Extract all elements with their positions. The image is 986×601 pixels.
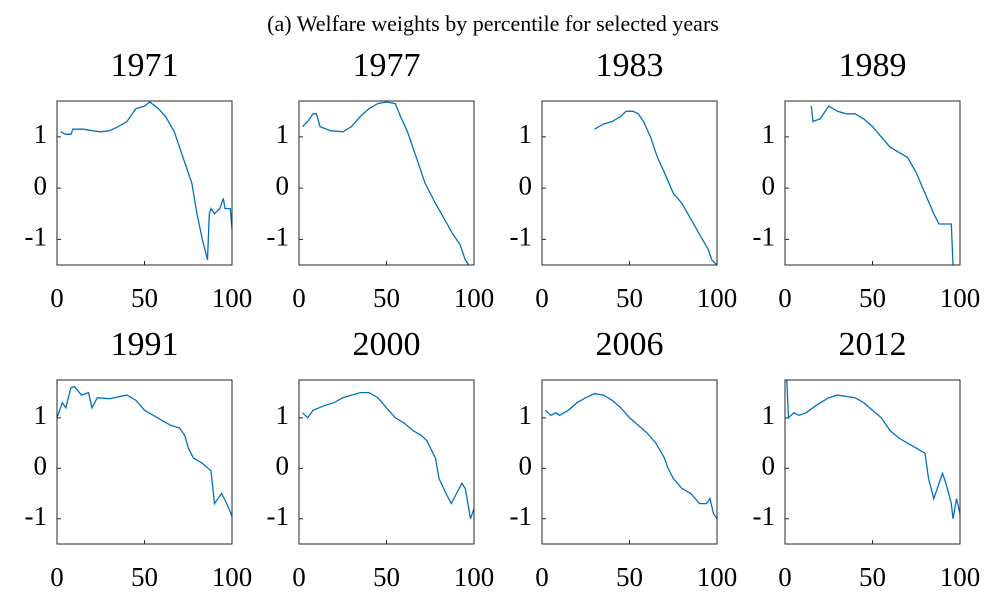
x-tick-label: 50	[131, 283, 158, 313]
plot-frame	[298, 100, 475, 266]
y-tick-label: 1	[519, 119, 533, 149]
y-tick-label: 0	[276, 451, 290, 481]
y-tick-label: 0	[519, 170, 533, 200]
plot-frame	[784, 379, 961, 545]
x-tick-label: 50	[859, 562, 886, 592]
data-line	[810, 105, 954, 266]
data-line	[302, 391, 475, 520]
x-tick-label: 50	[373, 562, 400, 592]
x-tick-label: 0	[50, 283, 64, 313]
figure-title: (a) Welfare weights by percentile for se…	[267, 11, 719, 36]
x-tick-label: 0	[50, 562, 64, 592]
x-tick-label: 50	[859, 283, 886, 313]
y-tick-label: -1	[267, 222, 290, 252]
y-tick-label: -1	[510, 222, 533, 252]
x-tick-label: 100	[940, 283, 981, 313]
x-tick-label: 50	[616, 283, 643, 313]
y-tick-label: 0	[762, 170, 776, 200]
plot-frame	[298, 379, 475, 545]
plot-frame	[784, 100, 961, 266]
y-tick-label: -1	[25, 501, 48, 531]
subplot-title: 1983	[596, 47, 664, 84]
x-tick-label: 0	[292, 283, 306, 313]
x-tick-label: 0	[778, 562, 792, 592]
x-tick-label: 100	[940, 562, 981, 592]
y-tick-label: -1	[267, 501, 290, 531]
data-line	[56, 385, 233, 517]
y-tick-label: 1	[519, 400, 533, 430]
y-tick-label: -1	[753, 501, 776, 531]
data-line	[302, 101, 470, 266]
x-tick-label: 100	[212, 562, 253, 592]
x-tick-label: 100	[697, 562, 738, 592]
x-tick-label: 100	[454, 562, 495, 592]
x-tick-label: 50	[131, 562, 158, 592]
y-tick-label: -1	[753, 222, 776, 252]
x-tick-label: 100	[697, 283, 738, 313]
data-line	[60, 101, 233, 261]
y-tick-label: 0	[276, 170, 290, 200]
y-tick-label: 0	[34, 451, 48, 481]
x-tick-label: 0	[778, 283, 792, 313]
y-tick-label: 1	[762, 400, 776, 430]
y-tick-label: 1	[34, 400, 48, 430]
subplot-title: 2012	[839, 326, 907, 363]
y-tick-label: 1	[762, 119, 776, 149]
subplot-title: 1989	[839, 47, 907, 84]
x-tick-label: 0	[292, 562, 306, 592]
data-line	[545, 392, 718, 520]
plot-frame	[56, 379, 233, 545]
y-tick-label: 0	[762, 451, 776, 481]
data-line	[594, 110, 718, 266]
x-tick-label: 100	[454, 283, 495, 313]
subplot-title: 2006	[596, 326, 664, 363]
plot-frame	[541, 379, 718, 545]
data-line	[786, 379, 961, 519]
x-tick-label: 0	[535, 283, 549, 313]
x-tick-label: 100	[212, 283, 253, 313]
y-tick-label: -1	[510, 501, 533, 531]
subplot-title: 1977	[353, 47, 421, 84]
y-tick-label: -1	[25, 222, 48, 252]
x-tick-label: 50	[373, 283, 400, 313]
subplot-title: 1991	[111, 326, 179, 363]
y-tick-label: 0	[519, 451, 533, 481]
subplot-title: 1971	[111, 47, 179, 84]
y-tick-label: 1	[276, 119, 290, 149]
y-tick-label: 1	[34, 119, 48, 149]
y-tick-label: 0	[34, 170, 48, 200]
x-tick-label: 0	[535, 562, 549, 592]
plot-frame	[56, 100, 233, 266]
subplot-title: 2000	[353, 326, 421, 363]
x-tick-label: 50	[616, 562, 643, 592]
y-tick-label: 1	[276, 400, 290, 430]
plot-frame	[541, 100, 718, 266]
